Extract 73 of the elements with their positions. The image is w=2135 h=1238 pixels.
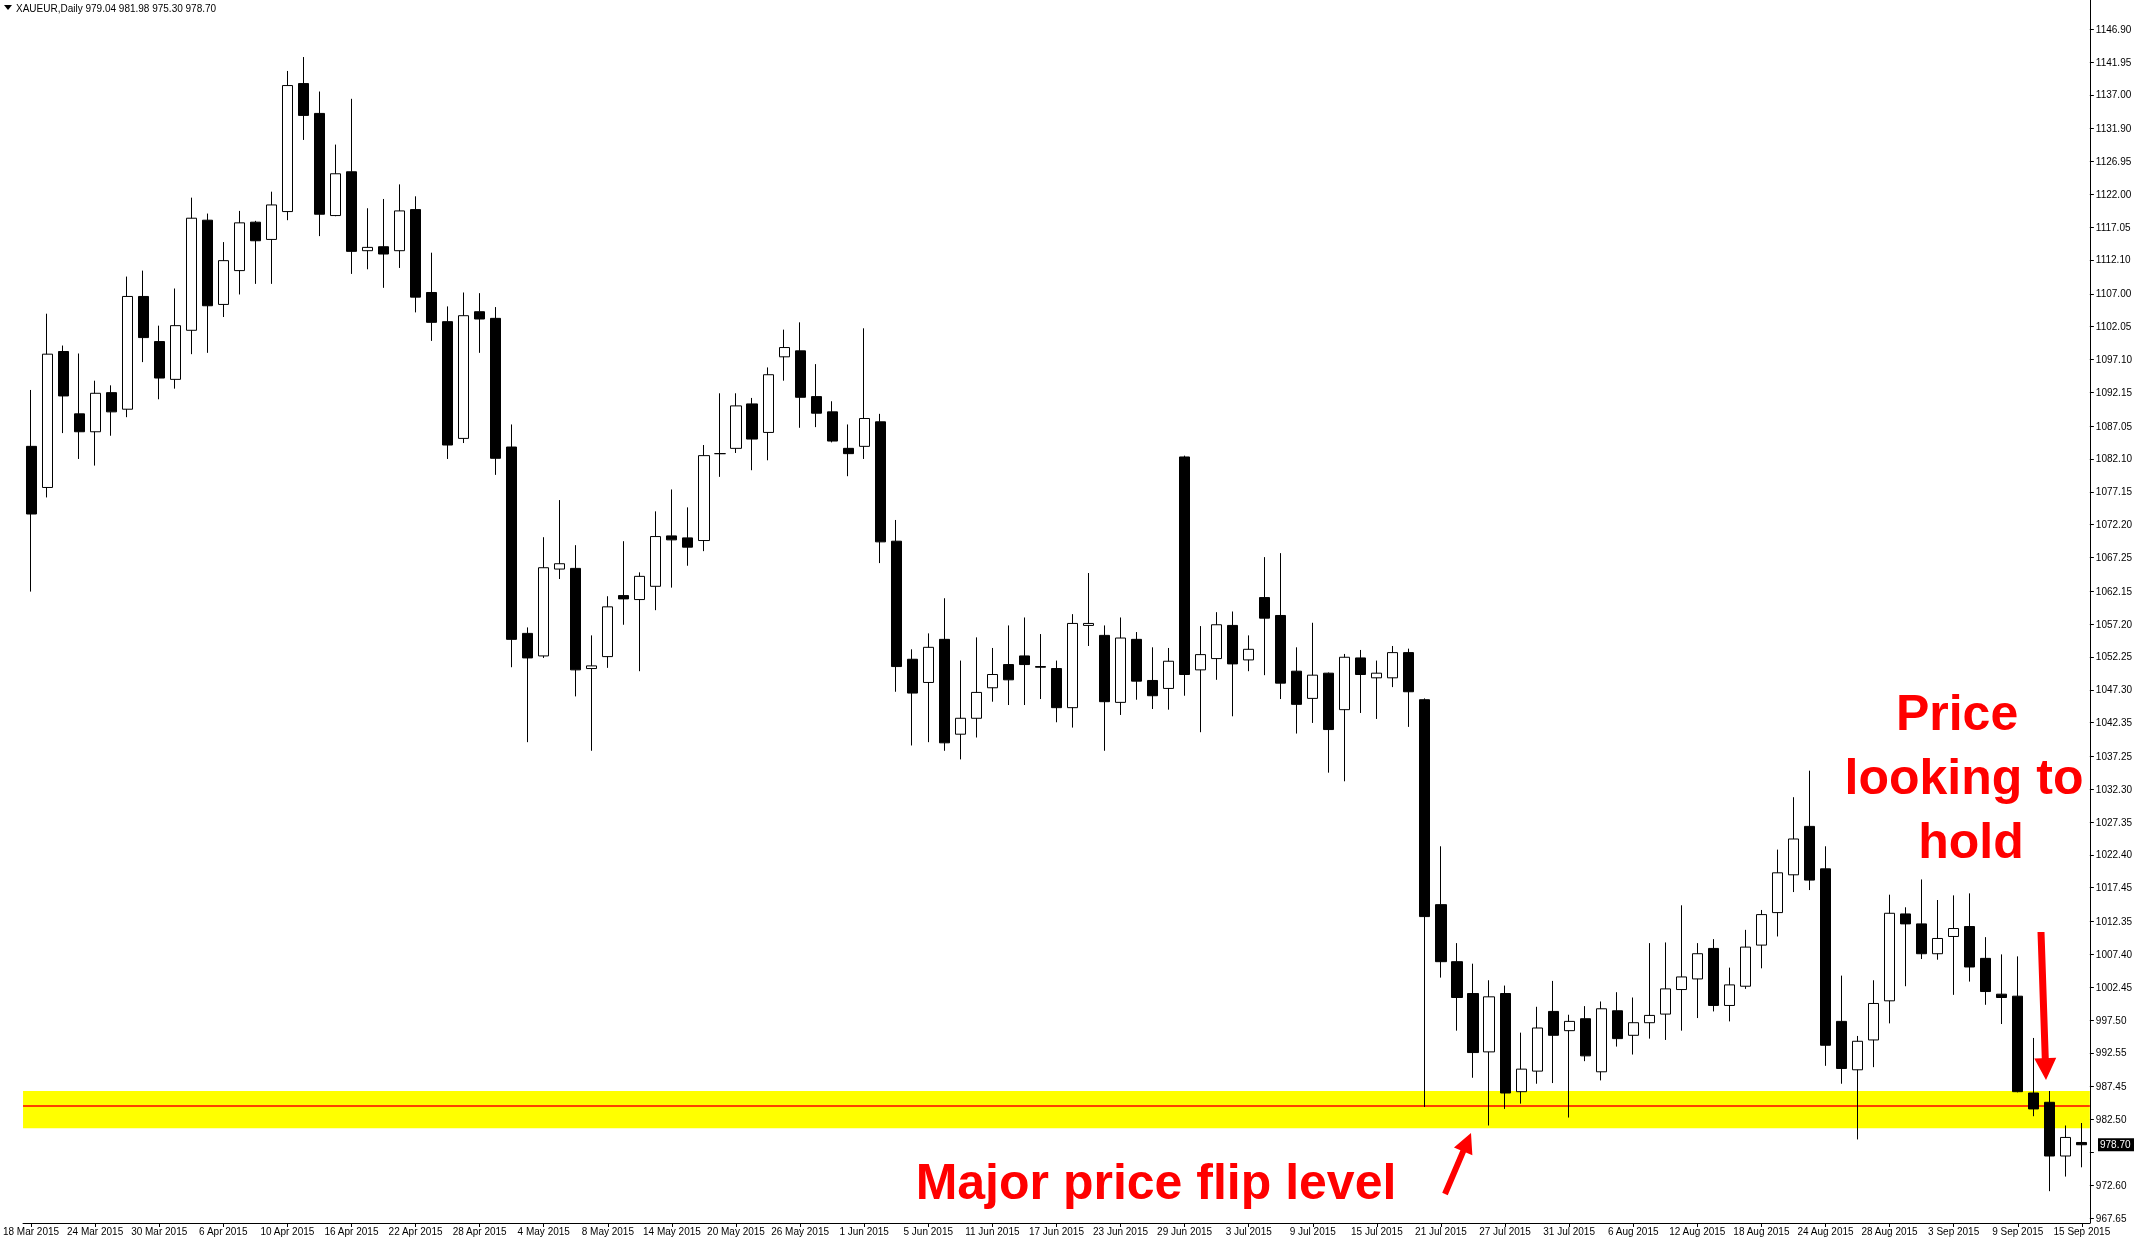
y-tick-label: 1042.35	[2095, 717, 2133, 729]
x-tick-label: 26 May 2015	[771, 1225, 830, 1237]
y-tick-label: 1007.40	[2095, 948, 2133, 960]
y-tick-label: 1047.30	[2095, 684, 2133, 696]
x-tick-label: 24 Mar 2015	[67, 1225, 124, 1237]
x-tick-label: 21 Jul 2015	[1415, 1225, 1468, 1237]
y-tick-label: 1107.00	[2095, 288, 2132, 300]
y-tick-label: 1027.35	[2095, 816, 2133, 828]
x-tick-label: 10 Apr 2015	[260, 1225, 315, 1237]
x-tick-label: 15 Sep 2015	[2053, 1225, 2111, 1237]
y-tick-label: 1141.95	[2095, 56, 2132, 68]
y-tick-label: 1032.30	[2095, 783, 2133, 795]
x-tick-label: 1 Jun 2015	[839, 1225, 890, 1237]
y-tick-label: 1082.10	[2095, 453, 2133, 465]
text: 978.70	[2100, 1139, 2132, 1151]
x-tick-label: 6 Apr 2015	[199, 1225, 248, 1237]
y-tick-label: 1092.15	[2095, 386, 2133, 398]
y-tick-label: 1126.95	[2095, 156, 2132, 167]
y-tick-label: 967.65	[2095, 1212, 2127, 1224]
x-tick-label: 24 Aug 2015	[1797, 1225, 1855, 1237]
x-tick-label: 11 Jun 2015	[965, 1225, 1020, 1237]
y-tick-label: 1022.40	[2095, 849, 2133, 861]
x-tick-label: 16 Apr 2015	[324, 1225, 379, 1237]
x-tick-label: 23 Jun 2015	[1093, 1225, 1149, 1237]
y-tick-label: 1112.10	[2095, 254, 2131, 266]
x-tick-label: 28 Apr 2015	[452, 1225, 508, 1237]
y-tick-label: 1067.25	[2095, 551, 2133, 563]
x-tick-label: 22 Apr 2015	[388, 1225, 443, 1237]
y-tick-label: 1002.45	[2095, 981, 2133, 993]
y-tick-label: 987.45	[2095, 1081, 2127, 1093]
y-tick-label: 982.50	[2095, 1114, 2127, 1126]
y-tick-label: 1057.20	[2095, 618, 2133, 630]
x-tick-label: 5 Jun 2015	[903, 1225, 954, 1237]
x-tick-label: 3 Jul 2015	[1225, 1225, 1273, 1237]
x-tick-label: 15 Jul 2015	[1351, 1225, 1404, 1237]
y-tick-label: 1097.10	[2095, 353, 2133, 365]
x-tick-label: 18 Aug 2015	[1733, 1225, 1790, 1237]
y-tick-label: 1122.00	[2095, 188, 2132, 200]
y-tick-label: 972.60	[2095, 1179, 2127, 1191]
x-tick-label: 3 Sep 2015	[1928, 1225, 1980, 1237]
x-tick-label: 9 Jul 2015	[1289, 1225, 1337, 1237]
chart-title: XAUEUR,Daily 979.04 981.98 975.30 978.70	[16, 2, 217, 14]
y-tick-label: 1137.00	[2095, 89, 2132, 101]
x-tick-label: 27 Jul 2015	[1479, 1225, 1532, 1237]
x-tick-label: 12 Aug 2015	[1669, 1225, 1726, 1237]
y-tick-label: 1102.05	[2095, 321, 2132, 333]
x-tick-label: 14 May 2015	[643, 1225, 702, 1237]
y-tick-label: 1037.25	[2095, 750, 2133, 762]
y-tick-label: 997.50	[2095, 1014, 2127, 1026]
x-tick-label: 31 Jul 2015	[1543, 1225, 1596, 1237]
y-tick-label: 1117.05	[2095, 221, 2131, 233]
y-tick-label: 1052.25	[2095, 651, 2133, 663]
y-tick-label: 1146.90	[2095, 23, 2132, 35]
x-tick-label: 28 Aug 2015	[1861, 1225, 1919, 1237]
x-tick-label: 6 Aug 2015	[1607, 1225, 1659, 1237]
x-tick-label: 30 Mar 2015	[131, 1225, 188, 1237]
annotation: Major price flip level	[915, 1154, 1397, 1210]
y-tick-label: 1087.05	[2095, 420, 2133, 432]
y-tick-label: 1077.15	[2095, 486, 2133, 498]
y-tick-label: 1012.35	[2095, 916, 2133, 928]
y-tick-label: 1017.45	[2095, 882, 2133, 894]
y-tick-label: 1072.20	[2095, 519, 2133, 531]
y-tick-label: 992.55	[2095, 1047, 2127, 1059]
y-tick-label: 1062.15	[2095, 585, 2133, 597]
y-tick-label: 1131.90	[2095, 123, 2132, 135]
x-tick-label: 8 May 2015	[581, 1225, 635, 1237]
x-tick-label: 18 Mar 2015	[2, 1225, 60, 1237]
x-tick-label: 9 Sep 2015	[1992, 1225, 2044, 1237]
x-tick-label: 20 May 2015	[707, 1225, 766, 1237]
x-tick-label: 29 Jun 2015	[1157, 1225, 1213, 1237]
annotation: Price looking to hold	[1844, 685, 2084, 869]
x-tick-label: 17 Jun 2015	[1028, 1225, 1085, 1237]
x-tick-label: 4 May 2015	[517, 1225, 571, 1237]
